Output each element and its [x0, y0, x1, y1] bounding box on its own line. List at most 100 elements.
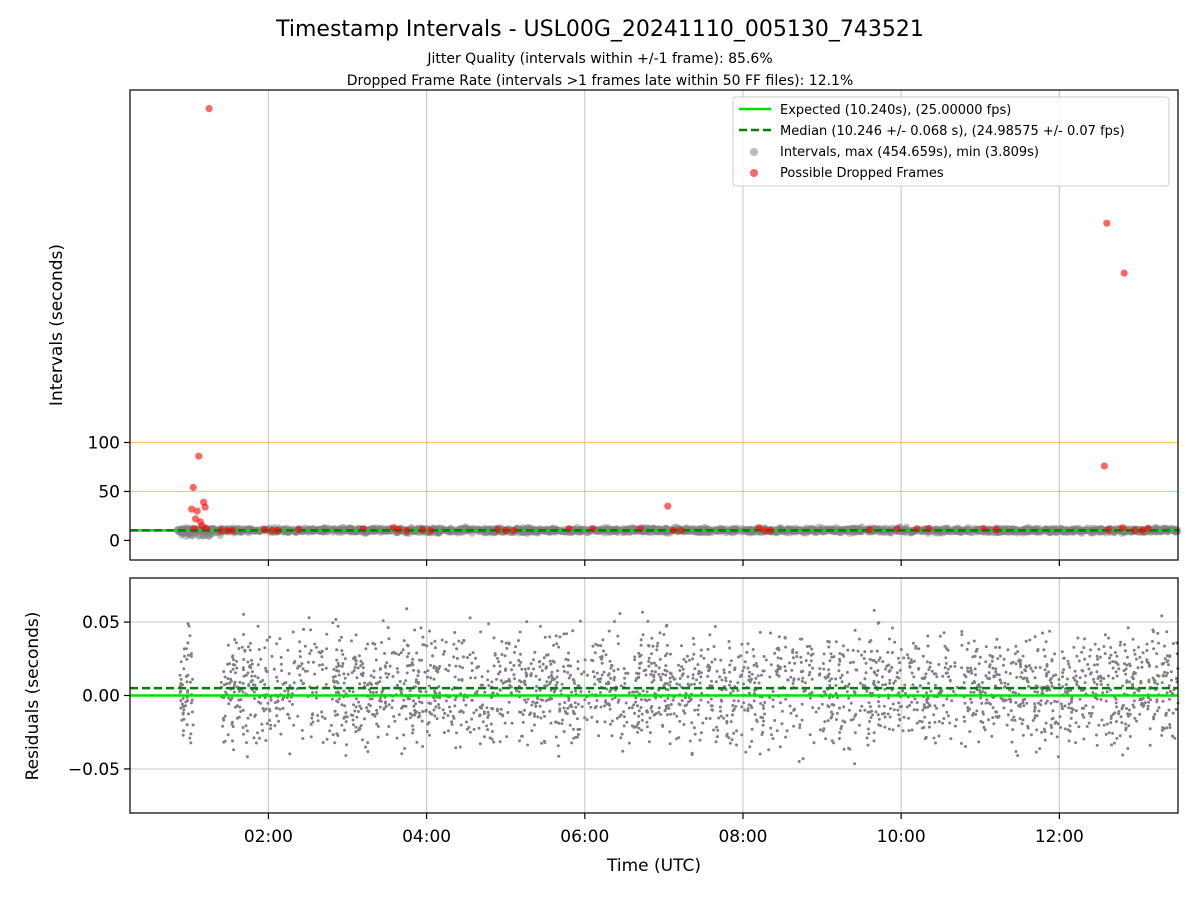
residual-point [941, 722, 944, 725]
residual-point [336, 734, 339, 737]
residual-point [625, 721, 628, 724]
residual-point [815, 711, 818, 714]
residual-point [478, 714, 481, 717]
residual-point [858, 724, 861, 727]
residual-point [747, 667, 750, 670]
residual-point [421, 745, 424, 748]
residual-point [979, 697, 982, 700]
residual-point [889, 716, 892, 719]
residual-point [1168, 684, 1171, 687]
legend-intervals-swatch [750, 148, 758, 156]
residual-point [675, 715, 678, 718]
legend-expected-label: Expected (10.240s), (25.00000 fps) [780, 103, 1011, 118]
residual-point [227, 644, 230, 647]
residual-point [926, 660, 929, 663]
residual-point [558, 703, 561, 706]
residual-point [354, 730, 357, 733]
residual-point [1030, 667, 1033, 670]
residual-point [664, 709, 667, 712]
residual-point [666, 644, 669, 647]
residual-point [577, 684, 580, 687]
residual-point [540, 698, 543, 701]
residual-point [293, 662, 296, 665]
residual-point [375, 709, 378, 712]
residual-point [1028, 664, 1031, 667]
residual-point [928, 726, 931, 729]
residual-point [539, 665, 542, 668]
residual-point [518, 690, 521, 693]
residual-point [242, 682, 245, 685]
residual-point [623, 677, 626, 680]
residual-point [1172, 642, 1175, 645]
residual-point [237, 647, 240, 650]
dropped-frame-point [203, 525, 210, 532]
residual-point [1002, 699, 1005, 702]
residual-point [818, 667, 821, 670]
residual-point [529, 674, 532, 677]
residual-point [736, 681, 739, 684]
residual-point [1072, 646, 1075, 649]
residual-point [222, 670, 225, 673]
residual-point [1026, 725, 1029, 728]
residual-point [664, 654, 667, 657]
residual-point [433, 714, 436, 717]
residual-point [493, 636, 496, 639]
residual-point [257, 701, 260, 704]
residual-point [384, 701, 387, 704]
residual-point [243, 675, 246, 678]
residual-point [1095, 734, 1098, 737]
residual-point [1087, 668, 1090, 671]
residual-point [934, 721, 937, 724]
residual-point [387, 673, 390, 676]
residual-point [364, 647, 367, 650]
residual-point [533, 724, 536, 727]
residual-point [450, 720, 453, 723]
residual-point [275, 714, 278, 717]
residual-point [587, 702, 590, 705]
residual-point [1014, 652, 1017, 655]
residual-point [1095, 670, 1098, 673]
residual-point [338, 697, 341, 700]
residual-point [430, 642, 433, 645]
dropped-frame-point [229, 527, 236, 534]
residual-point [784, 646, 787, 649]
residual-point [224, 676, 227, 679]
residual-point [664, 682, 667, 685]
residual-point [891, 627, 894, 630]
residual-point [712, 729, 715, 732]
residual-point [586, 718, 589, 721]
residual-point [808, 664, 811, 667]
residual-point [1007, 683, 1010, 686]
residual-point [182, 729, 185, 732]
residual-point [362, 666, 365, 669]
residual-point [933, 737, 936, 740]
residual-point [400, 752, 403, 755]
residual-point [1045, 640, 1048, 643]
residual-point [384, 672, 387, 675]
residual-point [842, 719, 845, 722]
residual-point [338, 664, 341, 667]
residual-point [366, 741, 369, 744]
residual-point [655, 664, 658, 667]
residual-point [633, 655, 636, 658]
residual-point [413, 629, 416, 632]
residual-point [344, 754, 347, 757]
residual-point [784, 736, 787, 739]
residual-point [1027, 685, 1030, 688]
residual-point [1044, 739, 1047, 742]
residual-point [250, 675, 253, 678]
residual-point [633, 726, 636, 729]
residual-point [454, 665, 457, 668]
residual-point [393, 720, 396, 723]
residual-point [656, 645, 659, 648]
residual-point [713, 645, 716, 648]
residual-point [332, 733, 335, 736]
residual-point [234, 706, 237, 709]
residual-point [658, 706, 661, 709]
residual-point [500, 653, 503, 656]
residual-point [504, 654, 507, 657]
residual-point [623, 667, 626, 670]
residual-point [772, 705, 775, 708]
residual-point [363, 682, 366, 685]
residual-point [481, 675, 484, 678]
